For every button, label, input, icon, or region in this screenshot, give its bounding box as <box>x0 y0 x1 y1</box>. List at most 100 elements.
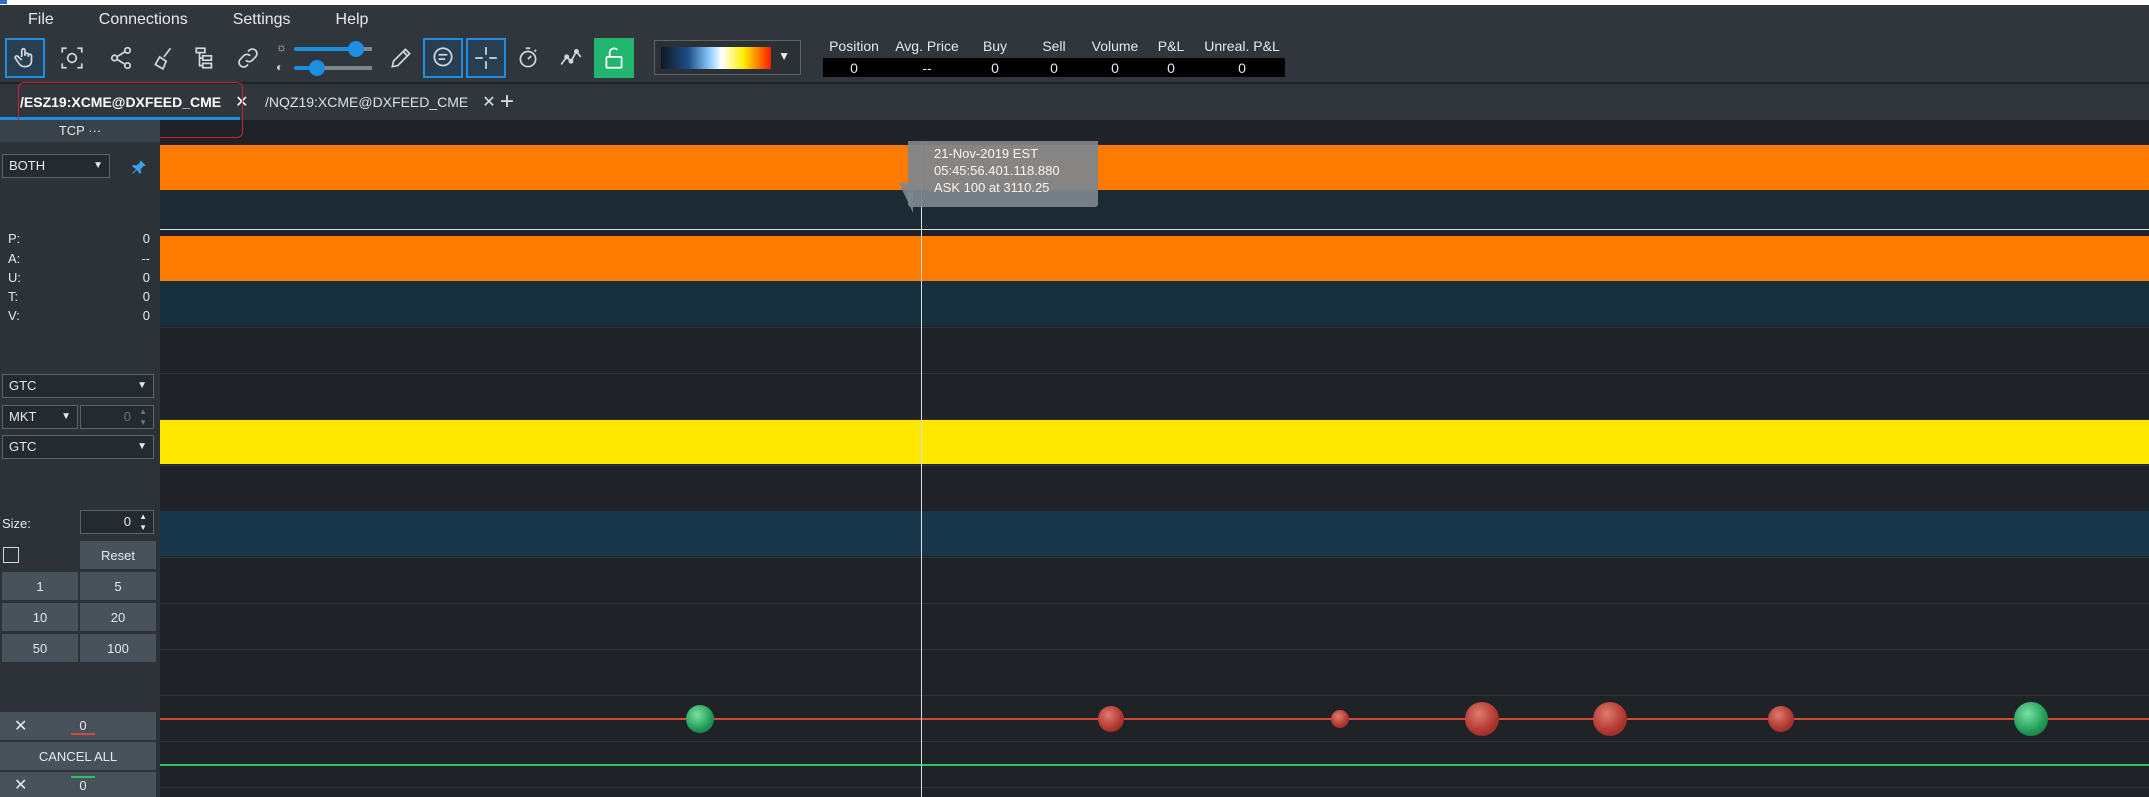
quick-size-button[interactable]: 1 <box>2 572 78 600</box>
quick-size-button[interactable]: 10 <box>2 603 78 631</box>
broom-icon[interactable] <box>144 38 184 78</box>
trade-bubble-sell[interactable] <box>1768 706 1794 732</box>
brightness-slider-knob[interactable] <box>348 41 364 57</box>
pnl-value: 0 <box>1238 60 1246 76</box>
trade-bubble-buy[interactable] <box>2014 702 2048 736</box>
stat-value: -- <box>141 251 150 266</box>
size-label: Size: <box>2 516 31 531</box>
trade-bubble-buy[interactable] <box>686 705 714 733</box>
heatmap-band-dark <box>160 190 2149 230</box>
cancel-all-button[interactable]: CANCEL ALL <box>0 742 156 770</box>
buy-order-count: 0 <box>71 776 95 793</box>
trade-bubble-sell[interactable] <box>1098 706 1124 732</box>
crosshair-icon[interactable] <box>466 38 506 78</box>
crosshair-tooltip: 21-Nov-2019 EST 05:45:56.401.118.880 ASK… <box>908 141 1098 207</box>
brightness-slider[interactable] <box>294 41 372 57</box>
price-gridline <box>160 465 2149 466</box>
quick-size-button[interactable]: 5 <box>80 572 156 600</box>
stopwatch-icon[interactable] <box>508 38 548 78</box>
pnl-header: Volume <box>1091 38 1139 54</box>
price-gridline <box>160 695 2149 696</box>
reset-button[interactable]: Reset <box>80 541 156 569</box>
chevron-down-icon: ▼ <box>778 49 790 63</box>
price-gridline <box>160 741 2149 742</box>
stat-row: P: 0 <box>8 231 150 246</box>
tab-esz19[interactable]: /ESZ19:XCME@DXFEED_CME ✕ <box>4 84 249 120</box>
price-gridline <box>160 327 2149 328</box>
unlock-icon[interactable] <box>594 38 634 78</box>
quick-size-button[interactable]: 20 <box>80 603 156 631</box>
pnl-value: 0 <box>1167 60 1175 76</box>
best-ask-line <box>160 718 2149 720</box>
symbol-tabs: /ESZ19:XCME@DXFEED_CME ✕ /NQZ19:XCME@DXF… <box>0 84 2149 120</box>
line-chart-icon[interactable] <box>551 38 591 78</box>
trade-bubble-sell[interactable] <box>1593 702 1627 736</box>
stat-value: 0 <box>142 270 150 285</box>
menu-help[interactable]: Help <box>335 11 369 28</box>
heatmap-band-yellow <box>160 419 2149 464</box>
comment-icon[interactable] <box>423 38 463 78</box>
active-tab-indicator <box>0 117 240 120</box>
stat-value: 0 <box>142 289 150 304</box>
quick-size-button[interactable]: 100 <box>80 634 156 662</box>
price-value: 0 <box>123 409 131 424</box>
price-gridline <box>160 649 2149 650</box>
price-stepper[interactable]: 0 ▲ ▼ <box>80 405 154 429</box>
price-gridline <box>160 557 2149 558</box>
stat-row: U: 0 <box>8 270 150 285</box>
menu-file[interactable]: File <box>28 11 54 28</box>
order-type-select[interactable]: MKT ▼ <box>2 405 78 429</box>
pnl-value: 0 <box>1111 60 1119 76</box>
size-checkbox[interactable] <box>3 547 19 563</box>
tab-label: /ESZ19:XCME@DXFEED_CME <box>20 94 222 110</box>
contrast-slider[interactable] <box>294 60 372 76</box>
pnl-table: Position Avg. Price Buy Sell Volume P&L … <box>823 36 1285 78</box>
menu-settings[interactable]: Settings <box>232 11 291 28</box>
chevron-down-icon: ▼ <box>93 160 103 171</box>
crosshair-vertical <box>921 141 922 797</box>
chevron-down-icon: ▼ <box>137 441 147 452</box>
cancel-sell-icon[interactable]: ✕ <box>14 718 28 735</box>
stepper-arrows-icon[interactable]: ▲ ▼ <box>139 512 147 532</box>
pnl-value: 0 <box>991 60 999 76</box>
trade-bubble-sell[interactable] <box>1331 710 1349 728</box>
menu-connections[interactable]: Connections <box>98 11 188 28</box>
pin-icon[interactable] <box>130 158 148 176</box>
close-icon[interactable]: ✕ <box>482 94 496 111</box>
tooltip-time: 05:45:56.401.118.880 <box>934 163 1060 178</box>
close-icon[interactable]: ✕ <box>235 94 249 111</box>
tree-icon[interactable] <box>186 38 226 78</box>
buy-orders-row: ✕ 0 <box>0 772 156 797</box>
zoom-fit-icon[interactable] <box>52 38 92 78</box>
heatmap-band-teal <box>160 281 2149 326</box>
trade-bubble-sell[interactable] <box>1465 702 1499 736</box>
stat-row: A: -- <box>8 251 150 266</box>
cancel-buy-icon[interactable]: ✕ <box>14 776 28 794</box>
hand-pointer-icon[interactable] <box>5 38 45 78</box>
tab-nqz19[interactable]: /NQZ19:XCME@DXFEED_CME ✕ <box>249 84 496 120</box>
brightness-icon: ☼ <box>276 40 287 54</box>
add-tab-icon[interactable]: + <box>500 88 515 115</box>
toolbar: ☼ ◐ ▼ Position Avg. Price Buy Sell Volum… <box>0 35 2149 82</box>
stat-value: 0 <box>142 308 150 323</box>
color-scheme-select[interactable]: ▼ <box>654 40 801 75</box>
link-icon[interactable] <box>228 38 268 78</box>
side-select[interactable]: BOTH ▼ <box>2 154 110 178</box>
quick-size-button[interactable]: 50 <box>2 634 78 662</box>
price-heatmap-plot[interactable]: 21-Nov-2019 EST 05:45:56.401.118.880 ASK… <box>160 141 2149 797</box>
contrast-slider-knob[interactable] <box>309 60 325 76</box>
tif-select-2[interactable]: GTC ▼ <box>2 435 154 459</box>
size-stepper[interactable]: 0 ▲ ▼ <box>80 510 154 534</box>
stepper-arrows-icon[interactable]: ▲ ▼ <box>139 407 147 427</box>
best-bid-line <box>160 764 2149 766</box>
pnl-header: Avg. Price <box>895 38 959 54</box>
pnl-value: 0 <box>850 60 858 76</box>
tooltip-date: 21-Nov-2019 EST <box>934 146 1039 161</box>
tif-select[interactable]: GTC ▼ <box>2 374 154 398</box>
pencil-icon[interactable] <box>381 38 421 78</box>
contrast-slider-track <box>317 66 372 70</box>
tcp-header[interactable]: TCP ··· <box>0 120 160 142</box>
price-gridline <box>160 787 2149 788</box>
stat-label: A: <box>8 251 21 266</box>
share-icon[interactable] <box>101 38 141 78</box>
